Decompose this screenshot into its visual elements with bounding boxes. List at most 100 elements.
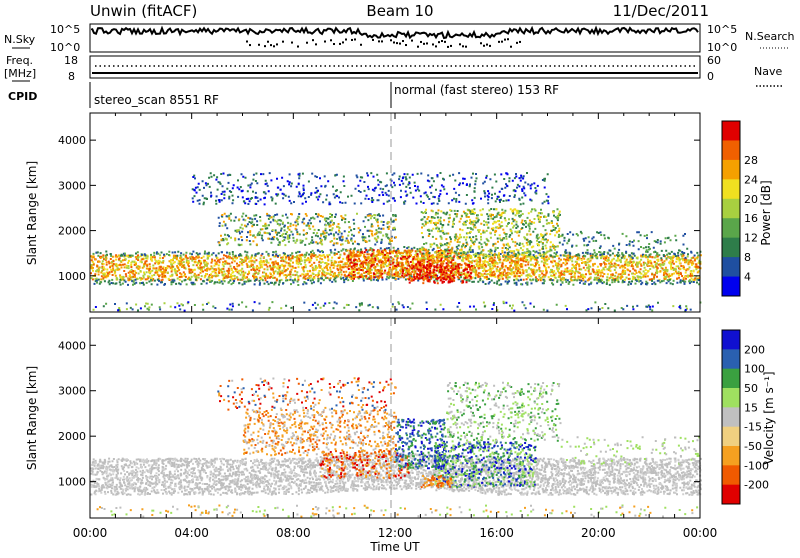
heatmap-cells: [304, 251, 308, 256]
y-tick-label: 3000: [58, 179, 86, 192]
heatmap-cells: [555, 251, 562, 257]
heatmap-cells: [547, 258, 556, 282]
heatmap-cells: [285, 279, 287, 282]
heatmap-cells: [191, 462, 200, 495]
heatmap-cells: [582, 251, 587, 257]
heatmap-cells: [369, 452, 378, 491]
heatmap-cells: [265, 250, 270, 256]
colorbar-swatch: [722, 140, 740, 161]
heatmap-cells: [677, 254, 680, 257]
power-colorbar-label: Power [dB]: [759, 180, 773, 245]
heatmap-cells: [255, 458, 264, 494]
velocity-y-label: Slant Range [km]: [25, 366, 39, 470]
x-tick-label: 00:00: [73, 526, 108, 540]
heatmap-cells: [274, 459, 283, 496]
heatmap-cells: [518, 457, 524, 496]
heatmap-cells: [406, 247, 409, 250]
heatmap-cells: [320, 449, 409, 479]
heatmap-cells: [130, 254, 136, 282]
heatmap-cells: [659, 281, 662, 284]
heatmap-cells: [316, 249, 320, 252]
freq-left-tick-top: 18: [64, 54, 78, 67]
heatmap-cells: [249, 261, 257, 276]
heatmap-cells: [136, 256, 142, 280]
heatmap-cells: [522, 254, 530, 277]
heatmap-cells: [623, 280, 626, 283]
heatmap-cells: [281, 257, 288, 277]
heatmap-cells: [140, 253, 147, 257]
date-title: 11/Dec/2011: [613, 2, 709, 20]
heatmap-cells: [121, 282, 124, 285]
freq-left-tick-bottom: 8: [68, 70, 75, 83]
heatmap-cells: [532, 262, 537, 275]
heatmap-cells: [427, 257, 434, 269]
heatmap-cells: [389, 250, 395, 277]
heatmap-cells: [574, 461, 582, 492]
heatmap-cells: [205, 460, 212, 495]
heatmap-cells: [160, 251, 163, 254]
heatmap-cells: [102, 457, 112, 494]
heatmap-cells: [236, 458, 245, 496]
heatmap-cells: [631, 261, 636, 281]
heatmap-cells: [421, 208, 561, 260]
heatmap-cells: [173, 256, 180, 280]
heatmap-cells: [263, 282, 270, 286]
heatmap-cells: [109, 458, 118, 496]
heatmap-cells: [219, 377, 392, 409]
heatmap-cells: [204, 250, 206, 253]
heatmap-cells: [147, 462, 155, 490]
heatmap-cells: [275, 250, 277, 253]
heatmap-cells: [666, 252, 670, 256]
heatmap-cells: [471, 249, 474, 253]
heatmap-cells: [179, 458, 186, 496]
heatmap-cells: [268, 457, 276, 496]
heatmap-cells: [308, 277, 314, 280]
heatmap-cells: [243, 461, 250, 495]
heatmap-cells: [493, 250, 496, 253]
heatmap-cells: [535, 280, 538, 283]
heatmap-cells: [325, 276, 331, 281]
heatmap-cells: [388, 246, 395, 251]
heatmap-cells: [340, 277, 346, 281]
heatmap-cells: [592, 458, 601, 495]
heatmap-cells: [560, 436, 701, 466]
heatmap-cells: [199, 255, 206, 279]
heatmap-cells: [382, 453, 391, 490]
heatmap-cells: [148, 255, 154, 280]
heatmap-cells: [693, 461, 702, 496]
colorbar-swatch: [722, 218, 740, 239]
heatmap-cells: [192, 250, 195, 253]
velocity-panel: 1000 2000 3000 4000 Slant Range [km] 200 100…: [25, 317, 776, 519]
heatmap-cells: [179, 283, 182, 286]
heatmap-cells: [385, 278, 388, 281]
y-tick-label: 1000: [58, 270, 86, 283]
heatmap-cells: [192, 261, 200, 279]
heatmap-cells: [498, 255, 503, 280]
heatmap-cells: [681, 279, 684, 282]
heatmap-cells: [102, 257, 107, 276]
heatmap-cells: [477, 252, 480, 255]
heatmap-cells: [535, 461, 543, 494]
heatmap-cells: [214, 281, 219, 284]
heatmap-cells: [115, 278, 122, 286]
heatmap-cells: [376, 250, 385, 276]
heatmap-cells: [159, 257, 167, 282]
heatmap-cells: [243, 257, 251, 279]
heatmap-cells: [649, 457, 658, 494]
heatmap-cells: [696, 281, 698, 284]
heatmap-cells: [245, 280, 248, 283]
heatmap-cells: [229, 279, 232, 282]
heatmap-cells: [382, 453, 391, 491]
heatmap-cells: [471, 277, 480, 283]
heatmap-cells: [228, 251, 231, 256]
heatmap-cells: [238, 254, 240, 257]
heatmap-cells: [249, 279, 256, 282]
heatmap-cells: [96, 251, 102, 255]
heatmap-cells: [638, 280, 641, 283]
heatmap-cells: [609, 254, 612, 257]
heatmap-cells: [593, 251, 601, 254]
heatmap-cells: [290, 283, 292, 286]
noise-right-label: N.Search: [745, 30, 795, 43]
heatmap-cells: [258, 279, 261, 282]
heatmap-cells: [217, 381, 387, 411]
